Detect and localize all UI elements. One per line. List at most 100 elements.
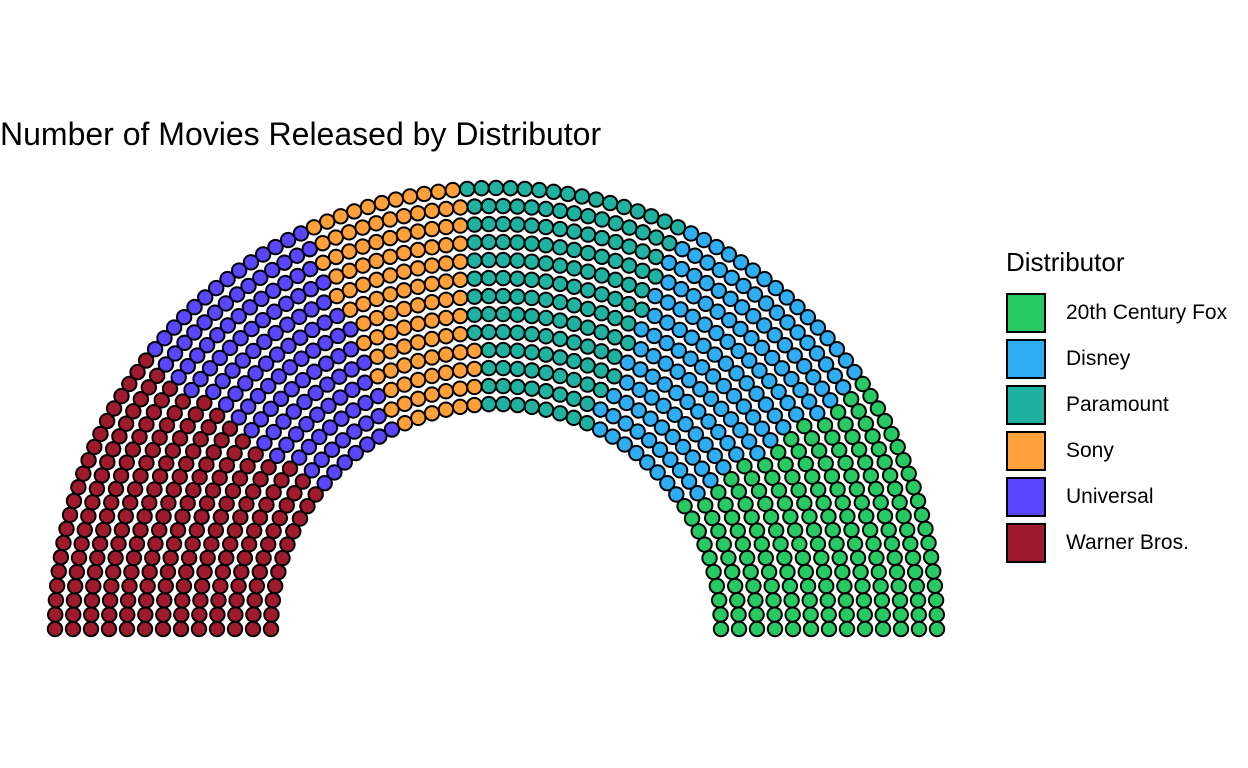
seat-dot — [198, 336, 216, 354]
seat-dot — [305, 219, 323, 236]
seat-dot — [647, 268, 664, 285]
seat-dot — [76, 521, 93, 539]
seat-dot — [270, 563, 287, 581]
legend-label: Paramount — [1066, 393, 1169, 416]
seat-dot — [396, 415, 414, 432]
seat-dot — [47, 606, 64, 623]
seat-dot — [762, 508, 780, 526]
seat-dot — [523, 344, 541, 361]
seat-dot — [659, 294, 677, 311]
seat-dot — [656, 376, 673, 393]
seat-dot — [494, 233, 512, 251]
seat-dot — [695, 337, 712, 355]
seat-dot — [733, 299, 751, 316]
seat-dot — [437, 200, 455, 218]
seat-dot — [618, 374, 636, 391]
seat-dot — [75, 465, 92, 482]
seat-dot — [396, 338, 413, 355]
seat-dot — [494, 359, 512, 377]
seat-dot — [910, 606, 927, 623]
seat-dot — [659, 474, 676, 492]
seat-dot — [717, 355, 735, 372]
seat-dot — [410, 409, 427, 427]
seat-dot — [679, 393, 696, 411]
seat-dot — [776, 549, 793, 567]
seat-dot — [701, 549, 718, 567]
seat-dot — [838, 606, 855, 623]
seat-dot — [748, 620, 766, 638]
seat-dot — [254, 311, 271, 329]
seat-dot — [480, 359, 498, 377]
seat-dot — [354, 257, 372, 274]
seat-dot — [64, 620, 82, 638]
seat-dot — [381, 229, 399, 247]
seat-dot — [730, 606, 747, 623]
seat-dot — [140, 379, 158, 396]
seat-dot — [872, 577, 889, 595]
seat-dot — [260, 377, 277, 395]
seat-dot — [452, 217, 469, 234]
seat-dot — [836, 577, 853, 595]
seat-dot — [813, 380, 831, 397]
seat-dot — [65, 606, 82, 623]
seat-dot — [110, 535, 127, 553]
legend-swatch — [1006, 477, 1046, 517]
seat-dot — [480, 233, 498, 251]
seat-dot — [708, 577, 726, 595]
seat-dot — [179, 358, 197, 375]
seat-dot — [354, 219, 371, 236]
seat-dot — [874, 620, 892, 638]
seat-dot — [695, 231, 713, 249]
seat-dot — [473, 180, 490, 197]
seat-dot — [710, 282, 727, 299]
seat-dot — [227, 606, 244, 623]
seat-dot — [620, 295, 637, 313]
seat-dot — [230, 409, 248, 426]
seat-dot — [813, 549, 830, 567]
seat-dot — [862, 387, 879, 405]
seat-dot — [593, 286, 610, 303]
seat-dot — [735, 277, 752, 295]
seat-dot — [409, 371, 427, 389]
seat-dot — [606, 348, 623, 365]
seat-dot — [792, 381, 809, 399]
seat-dot — [656, 213, 673, 230]
seat-dot — [734, 536, 752, 553]
seat-dot — [763, 577, 780, 595]
seat-dot — [326, 464, 343, 481]
seat-dot — [158, 455, 175, 472]
seat-dot — [395, 226, 413, 243]
seat-dot — [509, 270, 526, 287]
seat-dot — [368, 271, 385, 289]
seat-dot — [466, 306, 483, 323]
seat-dot — [260, 536, 277, 553]
seat-dot — [753, 339, 771, 357]
seat-dot — [151, 521, 168, 539]
seat-dot — [815, 563, 833, 581]
seat-dot — [537, 200, 555, 218]
seat-dot — [892, 606, 909, 623]
seat-dot — [243, 320, 260, 338]
seat-dot — [52, 548, 70, 566]
seat-dot — [810, 442, 828, 459]
seat-dot — [710, 522, 727, 540]
seat-dot — [723, 269, 740, 286]
seat-dot — [686, 267, 703, 285]
seat-dot — [236, 549, 254, 567]
seat-dot — [819, 330, 836, 347]
seat-dot — [837, 416, 854, 433]
seat-dot — [790, 481, 807, 499]
seat-dot — [319, 213, 336, 230]
seat-dot — [685, 288, 702, 305]
seat-dot — [781, 577, 799, 595]
seat-dot — [551, 405, 569, 422]
seat-dot — [881, 467, 899, 484]
seat-dot — [837, 352, 855, 369]
seat-dot — [240, 398, 257, 415]
seat-dot — [922, 548, 940, 566]
seat-dot — [823, 468, 841, 485]
seat-dot — [214, 563, 232, 581]
seat-dot — [690, 403, 707, 420]
seat-dot — [330, 348, 347, 365]
seat-dot — [91, 535, 109, 553]
